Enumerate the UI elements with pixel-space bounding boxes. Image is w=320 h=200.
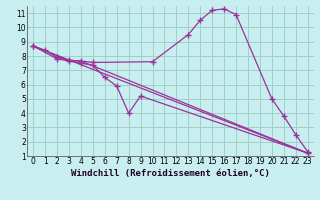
X-axis label: Windchill (Refroidissement éolien,°C): Windchill (Refroidissement éolien,°C) <box>71 169 270 178</box>
